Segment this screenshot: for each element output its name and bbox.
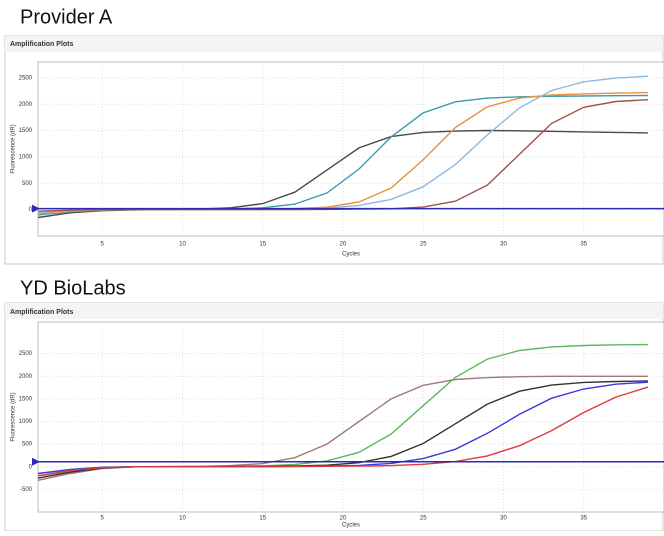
y-tick-label: 500 [22, 442, 33, 448]
panel-header [5, 303, 663, 319]
x-tick-label: 10 [179, 516, 186, 522]
threshold-handle [32, 204, 40, 213]
y-tick-label: 2000 [19, 102, 33, 108]
y-tick-label: 1500 [19, 128, 33, 134]
plot-area [37, 61, 664, 237]
x-tick-label: 15 [259, 242, 266, 248]
y-tick-label: -500 [20, 487, 33, 493]
x-tick-label: 25 [420, 242, 427, 248]
x-tick-label: 20 [340, 516, 347, 522]
y-tick-label: 500 [22, 181, 33, 187]
y-tick-label: 1000 [19, 154, 33, 160]
x-axis-label: Cycles [342, 523, 360, 529]
chart-title: Provider A [20, 6, 113, 28]
y-tick-label: 1500 [19, 396, 33, 402]
y-tick-label: 0 [29, 464, 33, 470]
y-tick-label: 0 [29, 207, 33, 213]
x-tick-label: 30 [500, 242, 507, 248]
x-tick-label: 20 [340, 242, 347, 248]
x-axis-label: Cycles [342, 252, 360, 258]
panel-header [5, 36, 663, 52]
panel-title: Amplification Plots [10, 41, 74, 48]
y-tick-label: 2000 [19, 374, 33, 380]
x-tick-label: 35 [580, 516, 587, 522]
x-tick-label: 10 [179, 242, 186, 248]
x-tick-label: 30 [500, 516, 507, 522]
y-axis-label: Fluorescence (dR) [11, 124, 17, 173]
plot-area [37, 321, 664, 513]
threshold-handle [32, 457, 40, 466]
y-tick-label: 2500 [19, 351, 33, 357]
x-tick-label: 25 [420, 516, 427, 522]
x-tick-label: 35 [580, 242, 587, 248]
panel-title: Amplification Plots [10, 309, 74, 316]
x-tick-label: 5 [101, 516, 105, 522]
x-tick-label: 15 [259, 516, 266, 522]
y-axis-label: Fluorescence (dR) [11, 392, 17, 441]
y-tick-label: 2500 [19, 75, 33, 81]
x-tick-label: 5 [101, 242, 105, 248]
amplification-curve [37, 386, 649, 477]
y-tick-label: 1000 [19, 419, 33, 425]
chart-title: YD BioLabs [20, 277, 126, 299]
